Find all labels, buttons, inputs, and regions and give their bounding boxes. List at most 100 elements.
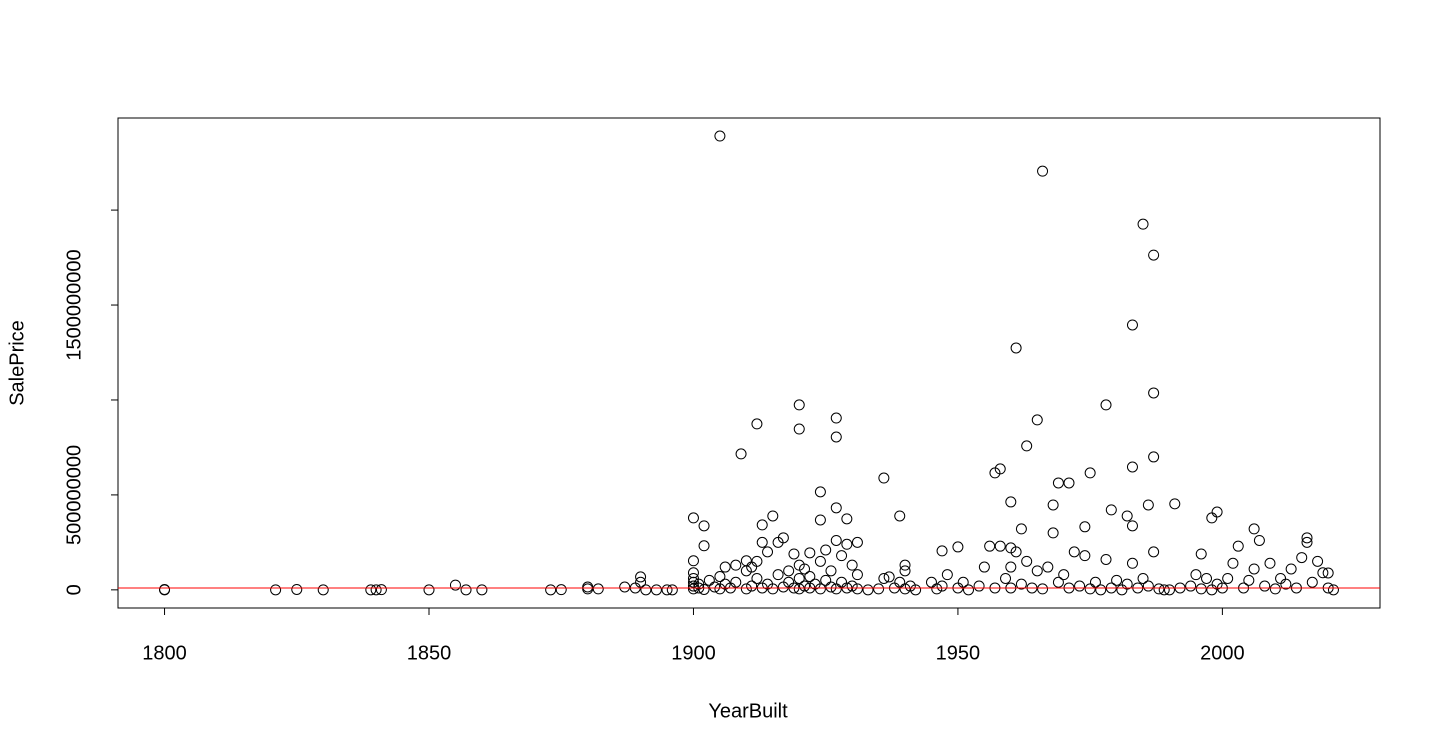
point — [804, 571, 816, 583]
point — [978, 561, 990, 573]
point — [687, 512, 699, 524]
point — [1005, 561, 1017, 573]
point — [783, 565, 795, 577]
point — [1153, 583, 1165, 595]
point — [1047, 527, 1059, 539]
point — [941, 569, 953, 581]
x-tick-label: 1850 — [407, 642, 452, 664]
point — [788, 548, 800, 560]
x-axis-title: YearBuilt — [708, 700, 788, 722]
point — [1185, 580, 1197, 592]
point — [1068, 546, 1080, 558]
point — [1195, 548, 1207, 560]
point — [1005, 496, 1017, 508]
point — [1031, 414, 1043, 426]
point — [994, 540, 1006, 552]
point — [836, 576, 848, 588]
point — [1105, 504, 1117, 516]
point — [1031, 565, 1043, 577]
point — [555, 584, 567, 596]
x-tick-label: 2000 — [1200, 642, 1245, 664]
point — [545, 584, 557, 596]
point — [984, 540, 996, 552]
point — [1121, 510, 1133, 522]
point — [1079, 521, 1091, 533]
point — [476, 584, 488, 596]
point — [814, 486, 826, 498]
point — [1306, 576, 1318, 588]
point — [698, 540, 710, 552]
point — [814, 583, 826, 595]
point — [1296, 552, 1308, 564]
point — [370, 584, 382, 596]
point — [703, 574, 715, 586]
point — [1163, 584, 1175, 596]
point — [423, 584, 435, 596]
point — [740, 555, 752, 567]
point — [291, 583, 303, 595]
point — [830, 534, 842, 546]
x-tick-label: 1800 — [142, 642, 187, 664]
point — [772, 536, 784, 548]
point — [449, 579, 461, 591]
point — [159, 583, 171, 595]
point — [698, 520, 710, 532]
point — [1142, 499, 1154, 511]
point — [878, 572, 890, 584]
point — [1047, 499, 1059, 511]
point — [841, 538, 853, 550]
point — [1312, 555, 1324, 567]
point — [1253, 534, 1265, 546]
point — [830, 583, 842, 595]
point — [1010, 342, 1022, 354]
point — [1021, 440, 1033, 452]
y-tick-label: 0 — [63, 584, 85, 595]
point — [878, 472, 890, 484]
point — [1301, 536, 1313, 548]
point — [592, 583, 604, 595]
point — [751, 555, 763, 567]
point — [925, 576, 937, 588]
point — [799, 580, 811, 592]
point — [851, 583, 863, 595]
point — [1190, 569, 1202, 581]
point — [635, 571, 647, 583]
point — [1084, 467, 1096, 479]
point — [1280, 578, 1292, 590]
point — [1158, 584, 1170, 596]
point — [1148, 249, 1160, 261]
point — [650, 584, 662, 596]
point — [851, 569, 863, 581]
point — [830, 502, 842, 514]
point — [270, 584, 282, 596]
point — [899, 565, 911, 577]
point — [1259, 580, 1271, 592]
point — [862, 584, 874, 596]
point — [762, 546, 774, 558]
point — [989, 467, 1001, 479]
point — [1301, 532, 1313, 544]
point — [1142, 580, 1154, 592]
point — [756, 536, 768, 548]
point — [666, 584, 678, 596]
point — [1079, 550, 1091, 562]
point — [635, 576, 647, 588]
point — [1126, 461, 1138, 473]
point — [767, 583, 779, 595]
point — [1058, 569, 1070, 581]
point — [1137, 218, 1149, 230]
point — [894, 576, 906, 588]
point — [793, 423, 805, 435]
point — [846, 580, 858, 592]
point — [735, 448, 747, 460]
point — [1037, 165, 1049, 177]
point — [1206, 512, 1218, 524]
point — [1015, 523, 1027, 535]
point — [767, 510, 779, 522]
point — [1201, 572, 1213, 584]
point — [1100, 399, 1112, 411]
point — [746, 580, 758, 592]
point — [825, 565, 837, 577]
point — [1089, 576, 1101, 588]
